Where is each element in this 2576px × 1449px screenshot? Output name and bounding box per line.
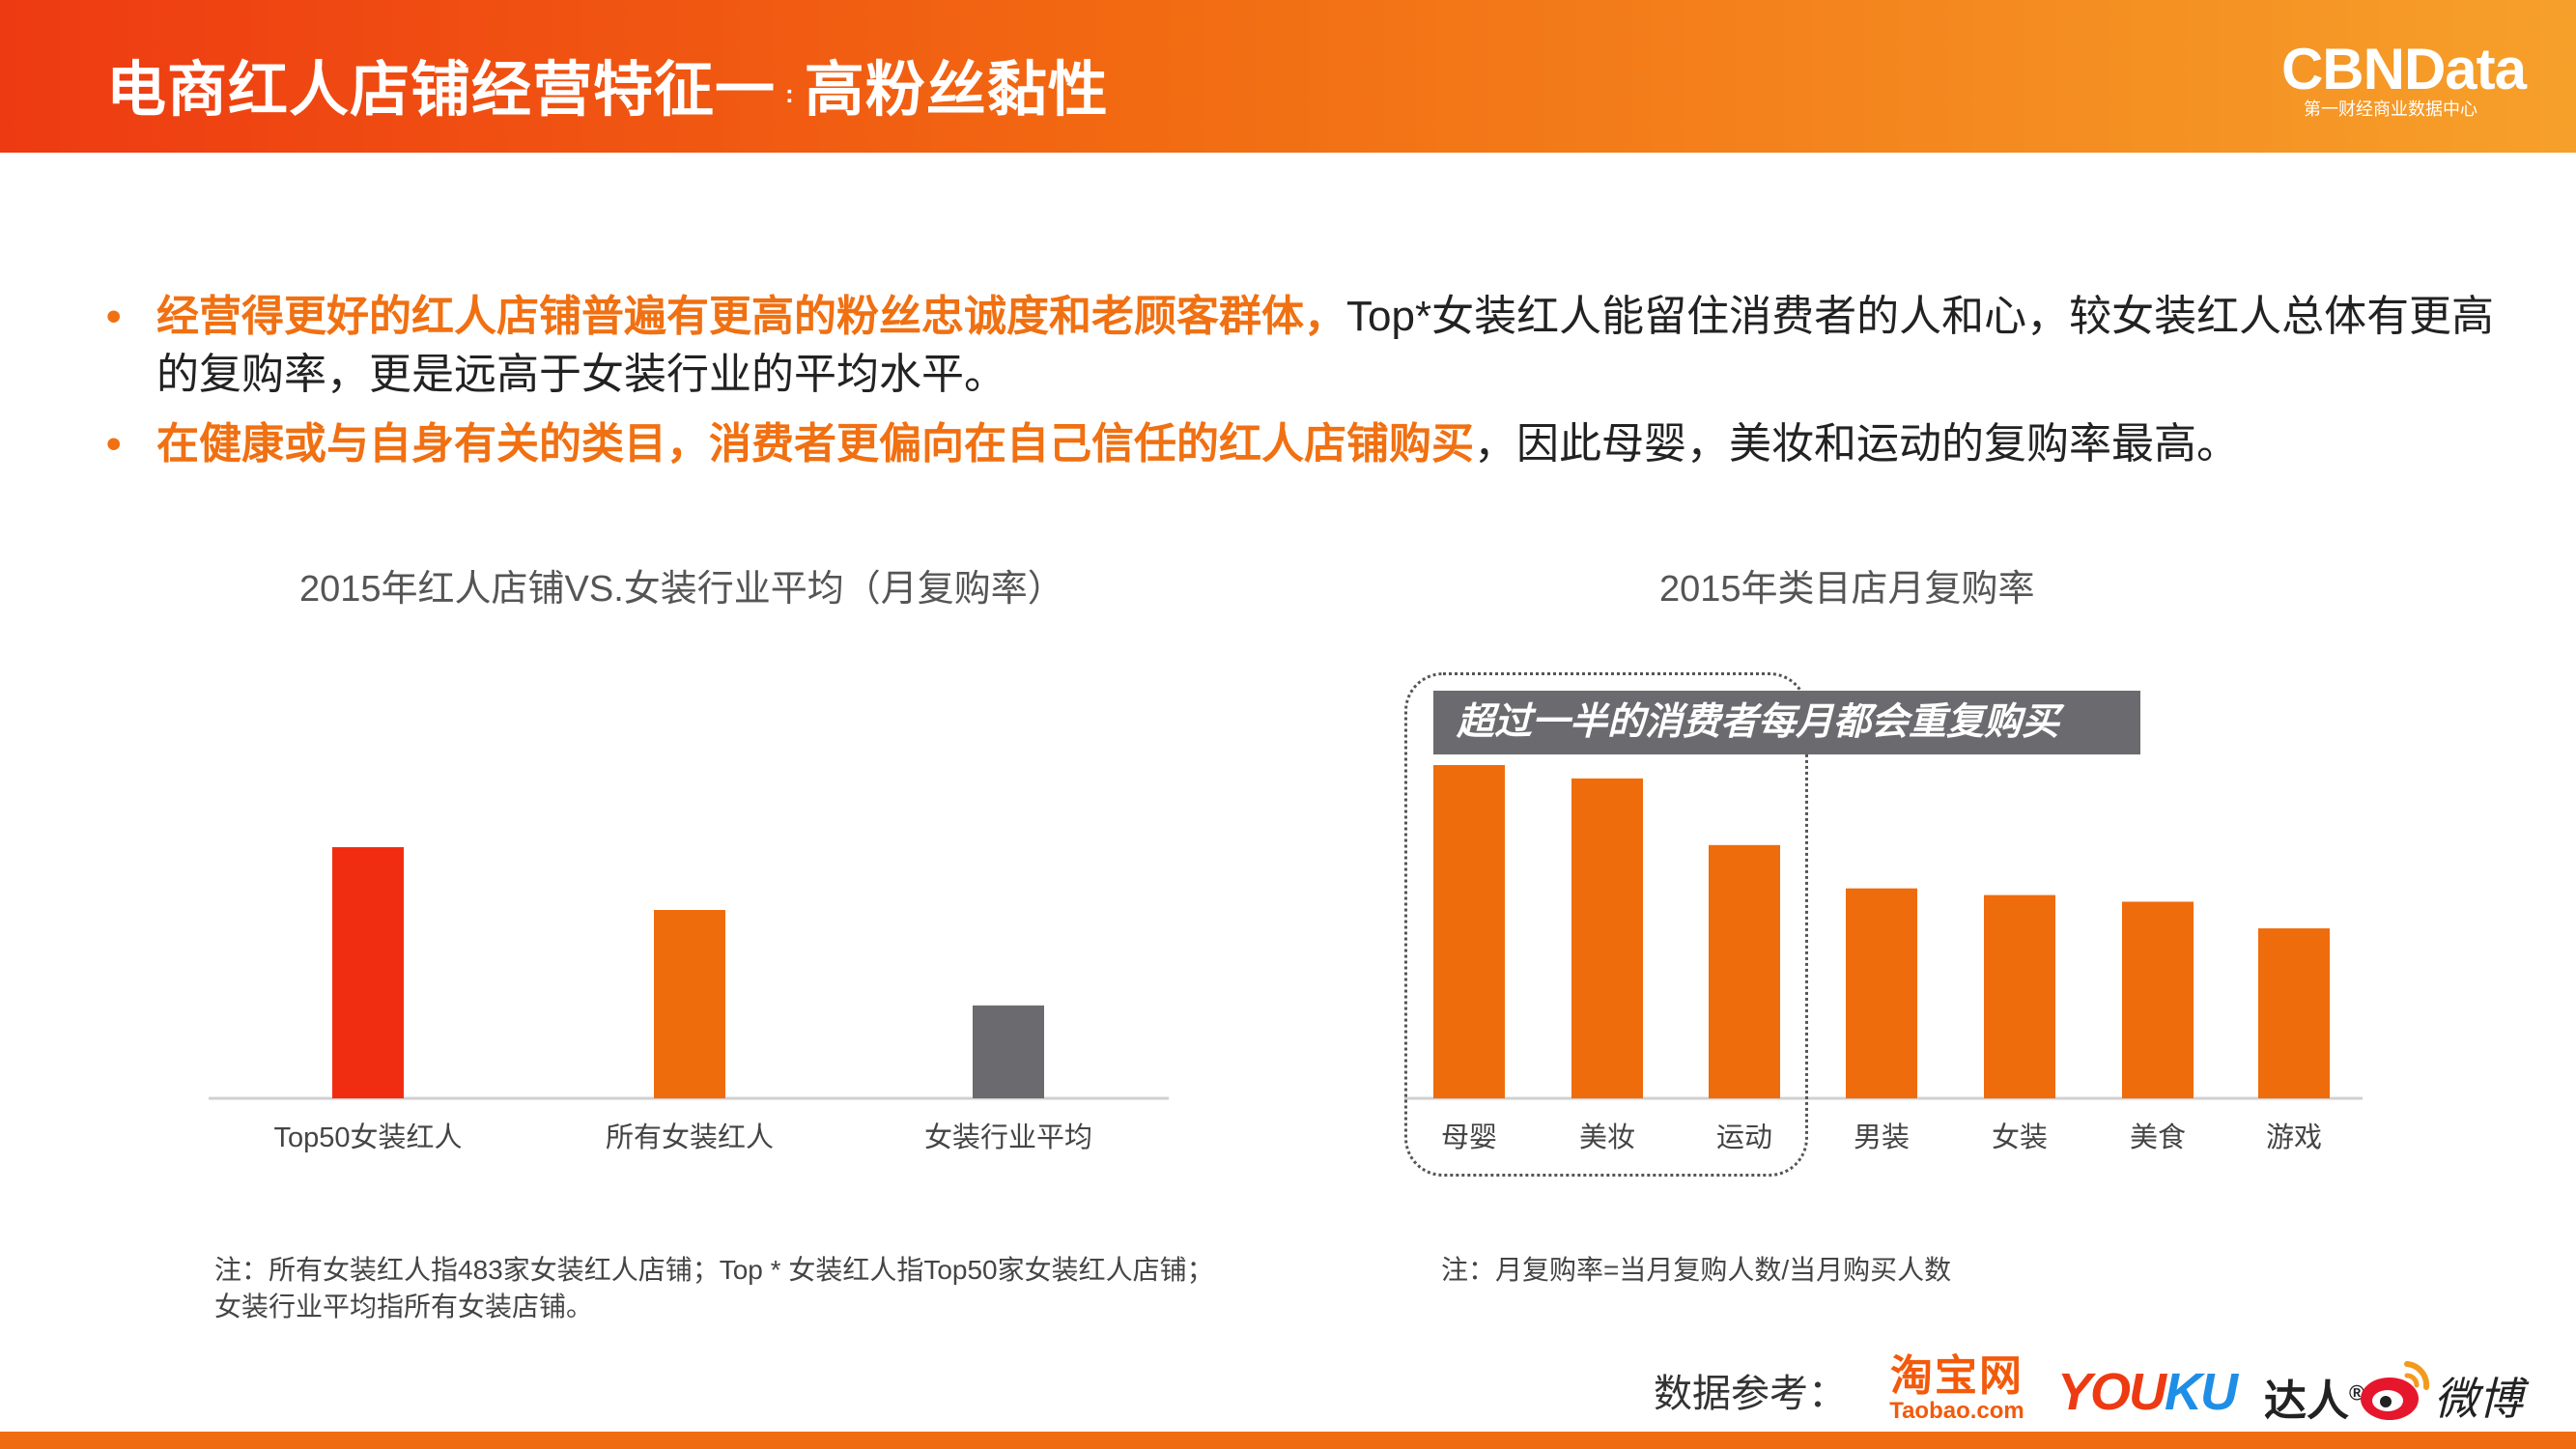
finding-1-text: Top*女装红人能留住消费者的人和心，较女装红人总体有更高的复购率，更是远高于女… (156, 293, 2495, 398)
youku-logo: YOUKU (2057, 1362, 2238, 1422)
page-title-separator: : (785, 79, 795, 109)
taobao-logo-cn: 淘宝网 (1890, 1352, 2024, 1400)
chart-2-bar-4 (1846, 888, 1917, 1098)
chart-2-bar-1 (1433, 765, 1505, 1098)
chart-1-bar-3 (973, 1005, 1044, 1098)
finding-2: • 在健康或与自身有关的类目，消费者更偏向在自己信任的红人店铺购买，因此母婴，美妆… (106, 415, 2502, 473)
chart-2-bar-5 (1984, 895, 2055, 1098)
weibo-icon (2361, 1361, 2430, 1420)
chart-2-category-label-6: 美食 (2130, 1122, 2186, 1153)
chart-2-bar-7 (2258, 928, 2330, 1098)
sources-label: 数据参考： (1654, 1373, 1847, 1415)
bullet-marker: • (106, 420, 122, 468)
cbndata-logo: CBNData 第一财经商业数据中心 (2280, 37, 2527, 120)
chart-2-category-label-5: 女装 (1992, 1122, 2048, 1153)
chart-1-category-label-3: 女装行业平均 (924, 1122, 1092, 1153)
daren-text: 达人 (2264, 1378, 2349, 1425)
chart-2-category-label-4: 男装 (1854, 1122, 1910, 1153)
chart-2-bar-6 (2122, 901, 2194, 1098)
chart-1-note: 注：所有女装红人指483家女装红人店铺；Top * 女装红人指Top50家女装红… (214, 1252, 1214, 1325)
chart-1-category-label-1: Top50女装红人 (273, 1122, 462, 1153)
chart-2-category-label-7: 游戏 (2266, 1122, 2322, 1153)
logo-name: CBNData (2280, 37, 2527, 101)
chart-2-callout: 超过一半的消费者每月都会重复购买 (1433, 691, 2140, 754)
chart-1-bar-1 (332, 847, 404, 1098)
chart-2-bar-2 (1571, 778, 1643, 1098)
chart-1-category-label-2: 所有女装红人 (606, 1122, 774, 1153)
finding-1: • 经营得更好的红人店铺普遍有更高的粉丝忠诚度和老顾客群体，Top*女装红人能留住… (106, 288, 2502, 404)
taobao-logo-en: Taobao.com (1889, 1398, 2024, 1424)
key-findings: • 经营得更好的红人店铺普遍有更高的粉丝忠诚度和老顾客群体，Top*女装红人能留住… (106, 288, 2502, 485)
daren-logo: 达人® (2264, 1366, 2364, 1428)
chart-1-bar-2 (654, 910, 725, 1098)
header-banner: 电商红人店铺经营特征一: 高粉丝黏性 CBNData 第一财经商业数据中心 (0, 0, 2576, 153)
page-title-sub: 高粉丝黏性 (804, 57, 1109, 124)
chart-2-title: 2015年类目店月复购率 (1659, 569, 2035, 610)
youku-logo-you: YOU (2057, 1363, 2166, 1421)
finding-2-highlight: 在健康或与自身有关的类目，消费者更偏向在自己信任的红人店铺购买 (156, 420, 1474, 468)
weibo-text: 微博 (2434, 1374, 2523, 1424)
logo-subtitle: 第一财经商业数据中心 (2304, 99, 2477, 119)
chart-2-category-label-2: 美妆 (1579, 1122, 1635, 1153)
chart-1-note-line-2: 女装行业平均指所有女装店铺。 (214, 1292, 594, 1321)
page-title: 电商红人店铺经营特征一: 高粉丝黏性 (106, 41, 1109, 128)
footer-bar (0, 1432, 2576, 1449)
finding-2-text: ，因此母婴，美妆和运动的复购率最高。 (1474, 420, 2239, 468)
chart-2-note-line-1: 注：月复购率=当月复购人数/当月购买人数 (1441, 1255, 1952, 1285)
chart-1-title: 2015年红人店铺VS.女装行业平均（月复购率） (299, 569, 1064, 610)
chart-2-category-label-1: 母婴 (1441, 1122, 1497, 1153)
chart-1-note-line-1: 注：所有女装红人指483家女装红人店铺；Top * 女装红人指Top50家女装红… (214, 1255, 1214, 1285)
youku-logo-ku: KU (2165, 1363, 2238, 1421)
top-categories-highlight-box (1404, 672, 1808, 1177)
bullet-marker: • (106, 293, 122, 340)
finding-1-highlight: 经营得更好的红人店铺普遍有更高的粉丝忠诚度和老顾客群体， (156, 293, 1346, 340)
page-title-main: 电商红人店铺经营特征一 (106, 57, 777, 124)
chart-2-note: 注：月复购率=当月复购人数/当月购买人数 (1441, 1252, 1951, 1289)
chart-2-bar-3 (1709, 844, 1780, 1098)
taobao-logo: 淘宝网 Taobao.com (1872, 1354, 2042, 1424)
chart-2-category-label-3: 运动 (1716, 1122, 1772, 1153)
